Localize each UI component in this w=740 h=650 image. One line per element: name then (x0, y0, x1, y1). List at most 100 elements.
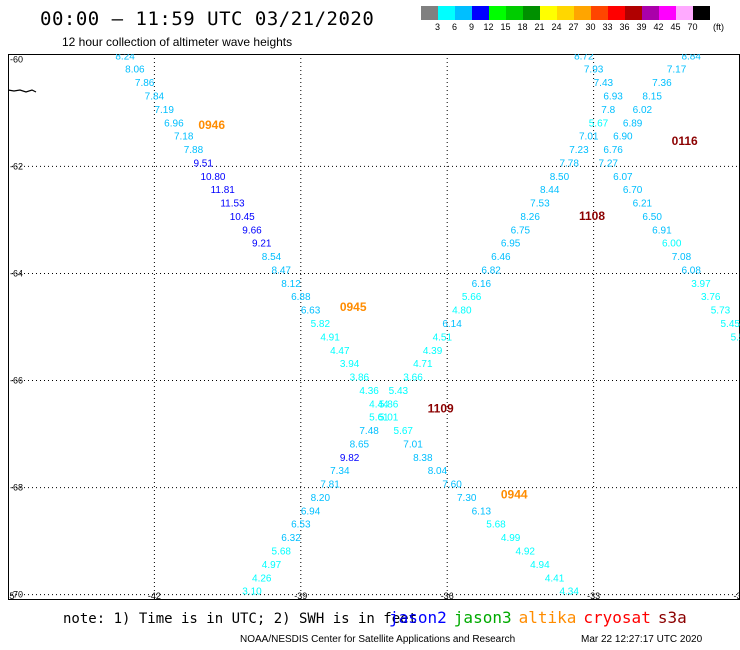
footnote: note: 1) Time is in UTC; 2) SWH is in fe… (63, 611, 418, 627)
swh-value: 6.88 (291, 292, 311, 303)
color-swatch (438, 6, 455, 20)
swh-value: 7.8 (601, 105, 615, 116)
satellite-legend: jason2 jason3 altika cryosat s3a (389, 608, 694, 627)
swh-value: 4.94 (530, 560, 550, 571)
swh-value: 6.14 (442, 319, 462, 330)
color-swatch (642, 6, 659, 20)
swh-value: 6.00 (662, 239, 682, 250)
color-scale-label: 36 (619, 22, 630, 32)
swh-value: 4.99 (501, 533, 521, 544)
swh-value: 10.45 (230, 212, 255, 223)
lon-tick-label: -33 (587, 591, 600, 600)
pass-time-label: 1108 (579, 209, 605, 223)
swh-value: 7.53 (530, 199, 550, 210)
swh-value: 4.92 (516, 547, 536, 558)
color-scale-label: 15 (500, 22, 511, 32)
swh-value: 8.38 (413, 453, 433, 464)
swh-value: 5.45 (721, 319, 740, 330)
pass-time-label: 0116 (672, 134, 698, 148)
color-scale-label: 27 (568, 22, 579, 32)
swh-value: 8.26 (520, 212, 540, 223)
swh-value: 7.36 (652, 78, 672, 89)
pass-time-label: 0117 (613, 54, 639, 57)
swh-value: 6.46 (491, 252, 511, 263)
lon-tick-label: -39 (294, 591, 307, 600)
color-scale-label: 30 (585, 22, 596, 32)
swh-value: 6.70 (623, 185, 643, 196)
swh-value: 6.93 (603, 92, 623, 103)
swh-value: 8.20 (311, 493, 331, 504)
wave-height-map: -60 -62 -64 -66 -68 -70-45 -42 -39 -36 -33 -30 8.24… (8, 54, 740, 600)
swh-value: 5.01 (379, 413, 399, 424)
swh-value: 4.80 (452, 306, 472, 317)
swh-value: 6.02 (633, 105, 653, 116)
color-swatch (540, 6, 557, 20)
color-scale-bar (421, 6, 710, 20)
color-swatch (625, 6, 642, 20)
swh-value: 3.66 (403, 373, 423, 384)
lon-tick-label: -36 (441, 591, 454, 600)
swh-value: 6.07 (613, 172, 633, 183)
color-scale-label: 12 (483, 22, 494, 32)
swh-value: 5.67 (394, 426, 414, 437)
swh-value: 7.48 (359, 426, 379, 437)
swh-value: 3.94 (340, 359, 360, 370)
color-scale-label: 33 (602, 22, 613, 32)
swh-value: 3.10 (242, 587, 262, 598)
swh-value: 8.54 (262, 252, 282, 263)
swh-value: 7.60 (442, 480, 462, 491)
color-scale-label: 6 (451, 22, 457, 32)
swh-value: 8.84 (681, 54, 701, 62)
credit-line: NOAA/NESDIS Center for Satellite Applica… (240, 634, 516, 645)
swh-value: 4.26 (252, 573, 272, 584)
coastline (8, 89, 37, 93)
color-scale-unit: (ft) (713, 22, 724, 32)
swh-value: 5.66 (462, 292, 482, 303)
swh-value: 6.89 (623, 118, 643, 129)
swh-value: 3.86 (350, 373, 370, 384)
color-swatch (523, 6, 540, 20)
swh-value: 6.95 (501, 239, 521, 250)
legend-item-jason2: jason2 (389, 608, 447, 627)
lat-tick-label: -62 (10, 161, 23, 171)
lat-tick-label: -60 (10, 54, 23, 64)
swh-value: 4.34 (559, 587, 579, 598)
swh-value: 7.78 (559, 158, 579, 169)
swh-value: 5.86 (379, 399, 399, 410)
pass-time-label: 1109 (428, 402, 454, 416)
swh-value: 4.44 (369, 399, 389, 410)
lon-tick-label: -45 (8, 591, 15, 600)
swh-value: 5.68 (272, 547, 292, 558)
swh-value: 6.21 (633, 199, 653, 210)
swh-value: 8.44 (540, 185, 560, 196)
swh-value: 3.76 (701, 292, 721, 303)
color-swatch (693, 6, 710, 20)
swh-value: 11.53 (220, 199, 245, 210)
swh-value: 4.39 (423, 346, 443, 357)
swh-value: 4.97 (262, 560, 282, 571)
swh-value: 6.63 (301, 306, 321, 317)
swh-value: 5.82 (311, 319, 331, 330)
swh-value: 5.61 (369, 413, 389, 424)
swh-value: 6.90 (613, 132, 633, 143)
color-scale-label: 3 (434, 22, 440, 32)
swh-value: 10.80 (200, 172, 225, 183)
lat-tick-label: -64 (10, 268, 23, 278)
color-scale-label: 70 (687, 22, 698, 32)
map-subtitle: 12 hour collection of altimeter wave hei… (62, 35, 293, 49)
map-canvas: -60 -62 -64 -66 -68 -70-45 -42 -39 -36 -33 -30 8.24… (8, 54, 740, 600)
swh-value: 6.96 (164, 118, 184, 129)
swh-value: 6.94 (301, 506, 321, 517)
swh-value: 9.21 (252, 239, 272, 250)
swh-value: 7.34 (330, 466, 350, 477)
swh-value: 6.75 (511, 225, 531, 236)
swh-value: 8.15 (642, 92, 662, 103)
swh-value: 7.86 (135, 78, 155, 89)
color-scale-label: 39 (636, 22, 647, 32)
swh-value: 7.17 (667, 65, 687, 76)
lat-tick-label: -70 (10, 590, 23, 600)
swh-value: 7.27 (599, 158, 619, 169)
swh-value: 6.16 (472, 279, 492, 290)
swh-value: 7.18 (174, 132, 194, 143)
swh-value: 4.71 (413, 359, 433, 370)
